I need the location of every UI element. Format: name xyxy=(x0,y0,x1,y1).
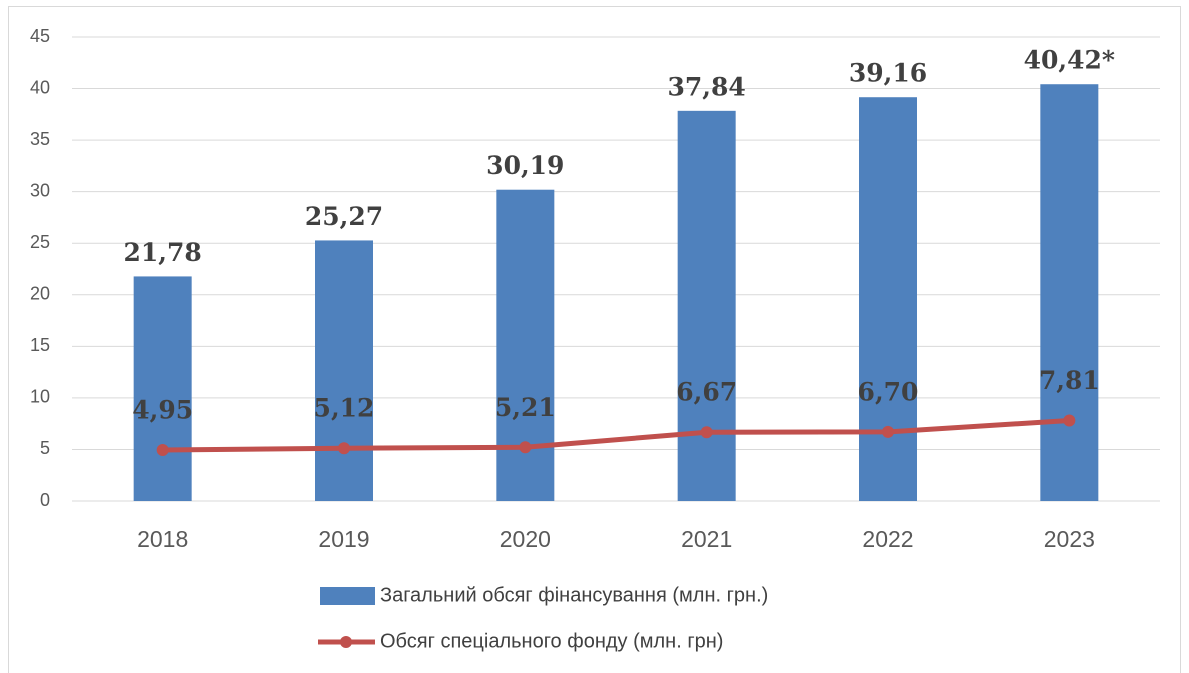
x-tick-label: 2018 xyxy=(137,526,188,552)
data-label: 37,84 xyxy=(668,72,746,101)
marker xyxy=(338,442,350,455)
legend-swatch xyxy=(320,587,375,605)
y-tick-label: 35 xyxy=(30,129,50,149)
bar xyxy=(496,189,555,501)
y-tick-label: 0 xyxy=(40,490,50,510)
marker xyxy=(1063,414,1076,427)
x-tick-label: 2022 xyxy=(862,526,913,552)
data-label: 4,95 xyxy=(132,395,193,424)
y-tick-label: 10 xyxy=(30,387,50,407)
marker xyxy=(519,441,532,454)
data-label: 40,42* xyxy=(1024,46,1115,75)
x-tick-label: 2019 xyxy=(318,526,369,552)
bar xyxy=(859,97,917,501)
x-tick-label: 2020 xyxy=(500,526,551,552)
bar xyxy=(1040,84,1099,502)
x-tick-label: 2023 xyxy=(1044,526,1095,552)
data-label: 39,16 xyxy=(849,59,927,88)
legend-label: Загальний обсяг фінансування (млн. грн.) xyxy=(380,584,768,606)
legend-label: Обсяг спеціального фонду (млн. грн) xyxy=(380,630,723,652)
data-label: 21,78 xyxy=(124,238,202,267)
marker xyxy=(882,425,894,438)
marker xyxy=(156,443,169,456)
bar xyxy=(133,276,192,501)
y-tick-label: 5 xyxy=(40,438,50,458)
legend-marker xyxy=(340,636,352,648)
data-label: 6,70 xyxy=(858,377,919,406)
y-tick-label: 15 xyxy=(30,335,50,355)
y-tick-label: 20 xyxy=(30,284,50,304)
y-tick-label: 40 xyxy=(30,77,50,97)
bar xyxy=(315,240,373,501)
data-label: 5,12 xyxy=(314,394,375,423)
line xyxy=(162,417,1070,453)
y-tick-label: 30 xyxy=(30,180,50,200)
y-tick-label: 25 xyxy=(30,232,50,252)
x-tick-label: 2021 xyxy=(681,526,732,552)
data-label: 30,19 xyxy=(486,151,564,180)
y-tick-label: 45 xyxy=(30,26,50,46)
data-label: 7,81 xyxy=(1039,366,1100,395)
data-label: 5,21 xyxy=(495,393,556,422)
bar xyxy=(677,110,736,502)
data-label: 6,67 xyxy=(676,378,737,407)
chart-border xyxy=(8,6,1181,673)
data-label: 25,27 xyxy=(305,202,383,231)
marker xyxy=(700,426,713,439)
